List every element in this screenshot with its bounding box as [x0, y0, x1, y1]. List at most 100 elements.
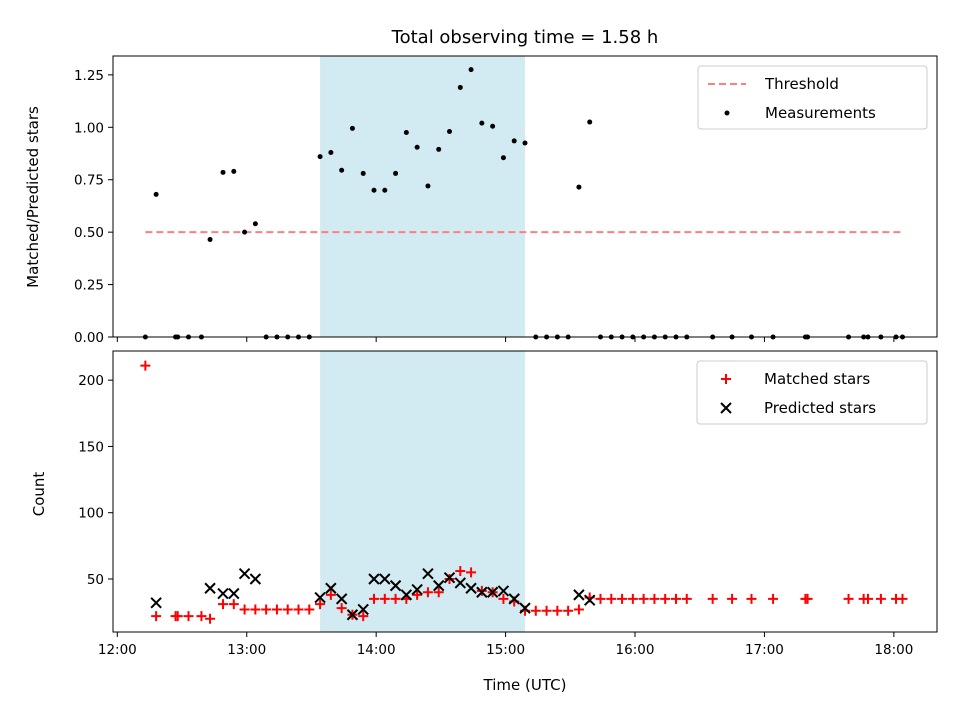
data-point [293, 604, 304, 615]
data-point [393, 170, 399, 176]
data-point [218, 599, 229, 610]
data-point [379, 593, 390, 604]
data-point [457, 84, 463, 90]
legend-marker [721, 374, 731, 384]
data-point [433, 587, 444, 598]
data-point [425, 183, 431, 189]
data-point [573, 589, 585, 601]
data-point [843, 593, 854, 604]
x-tick-label: 18:00 [874, 642, 913, 658]
data-point [508, 593, 520, 605]
y-tick-label: 1.25 [74, 68, 104, 84]
data-point [369, 593, 380, 604]
x-tick-label: 15:00 [486, 642, 525, 658]
data-point [414, 144, 420, 150]
legend-label: Measurements [765, 104, 876, 122]
data-point [304, 604, 315, 615]
x-tick-label: 16:00 [616, 642, 655, 658]
data-point [498, 593, 509, 604]
data-point [238, 567, 251, 580]
legend-label: Threshold [764, 75, 839, 93]
data-point [465, 582, 477, 594]
data-point [660, 593, 671, 604]
data-point [196, 611, 207, 622]
data-point [490, 123, 496, 129]
data-point [207, 236, 213, 242]
y-tick-label: 100 [78, 506, 104, 522]
data-point [314, 591, 326, 604]
data-point [172, 611, 183, 622]
legend: Threshold Measurements [697, 65, 928, 130]
data-point [563, 605, 574, 616]
data-point [335, 593, 348, 605]
data-point [511, 138, 517, 144]
y-tick-label: 0.00 [74, 330, 104, 346]
y-tick-label: 150 [78, 439, 104, 455]
data-point [360, 170, 366, 176]
data-point [707, 593, 718, 604]
data-point [587, 119, 593, 125]
data-point [325, 582, 337, 594]
chart-title: Total observing time = 1.58 h [391, 27, 659, 48]
legend-marker [720, 402, 732, 414]
x-tick-label: 14:00 [357, 642, 396, 658]
data-point [389, 579, 402, 592]
legend-box [697, 65, 928, 130]
data-point [220, 169, 226, 175]
data-point [205, 613, 216, 624]
data-point [368, 573, 380, 585]
data-point [476, 586, 488, 598]
x-tick-label: 17:00 [745, 642, 784, 658]
data-point [271, 604, 282, 615]
data-point [150, 597, 162, 609]
legend-box [696, 360, 928, 425]
data-point [454, 577, 466, 589]
data-point [403, 130, 409, 136]
data-point [282, 604, 293, 615]
data-point [357, 603, 369, 616]
data-point [606, 593, 617, 604]
data-point [479, 120, 485, 126]
axes-frame [112, 350, 938, 633]
legend: Matched stars Predicted stars [696, 360, 928, 425]
data-point [217, 587, 229, 600]
y-tick-label: 200 [78, 373, 104, 389]
data-point [339, 167, 345, 173]
data-point [862, 593, 873, 604]
data-point [627, 593, 638, 604]
data-point [336, 603, 347, 614]
bottom-y-axis-label: Count [30, 472, 48, 517]
legend-label: Predicted stars [764, 399, 876, 417]
series-x [150, 567, 596, 621]
data-point [261, 604, 272, 615]
data-point [500, 155, 506, 161]
data-point [443, 571, 456, 584]
data-point [249, 573, 262, 585]
data-point [228, 587, 240, 600]
data-point [390, 593, 401, 604]
data-point [670, 593, 681, 604]
data-point [151, 611, 162, 622]
top-y-axis-label: Matched/Predicted stars [24, 106, 42, 288]
data-point [530, 605, 541, 616]
data-point [617, 593, 628, 604]
data-point [183, 611, 194, 622]
data-point [231, 168, 237, 174]
data-point [497, 585, 510, 597]
axes-frame [112, 55, 938, 338]
data-point [153, 191, 159, 197]
data-point [573, 604, 584, 615]
x-axis-label: Time (UTC) [483, 676, 567, 694]
data-point [638, 593, 649, 604]
y-tick-label: 50 [87, 572, 104, 588]
data-point [486, 586, 499, 598]
data-point [346, 609, 359, 621]
legend-label: Matched stars [764, 370, 870, 388]
data-point [252, 221, 258, 227]
data-point [411, 583, 423, 596]
data-point [325, 589, 336, 600]
observing-window-band [320, 56, 525, 337]
data-point [595, 593, 606, 604]
data-point [250, 604, 261, 615]
y-tick-label: 1.00 [74, 120, 104, 136]
